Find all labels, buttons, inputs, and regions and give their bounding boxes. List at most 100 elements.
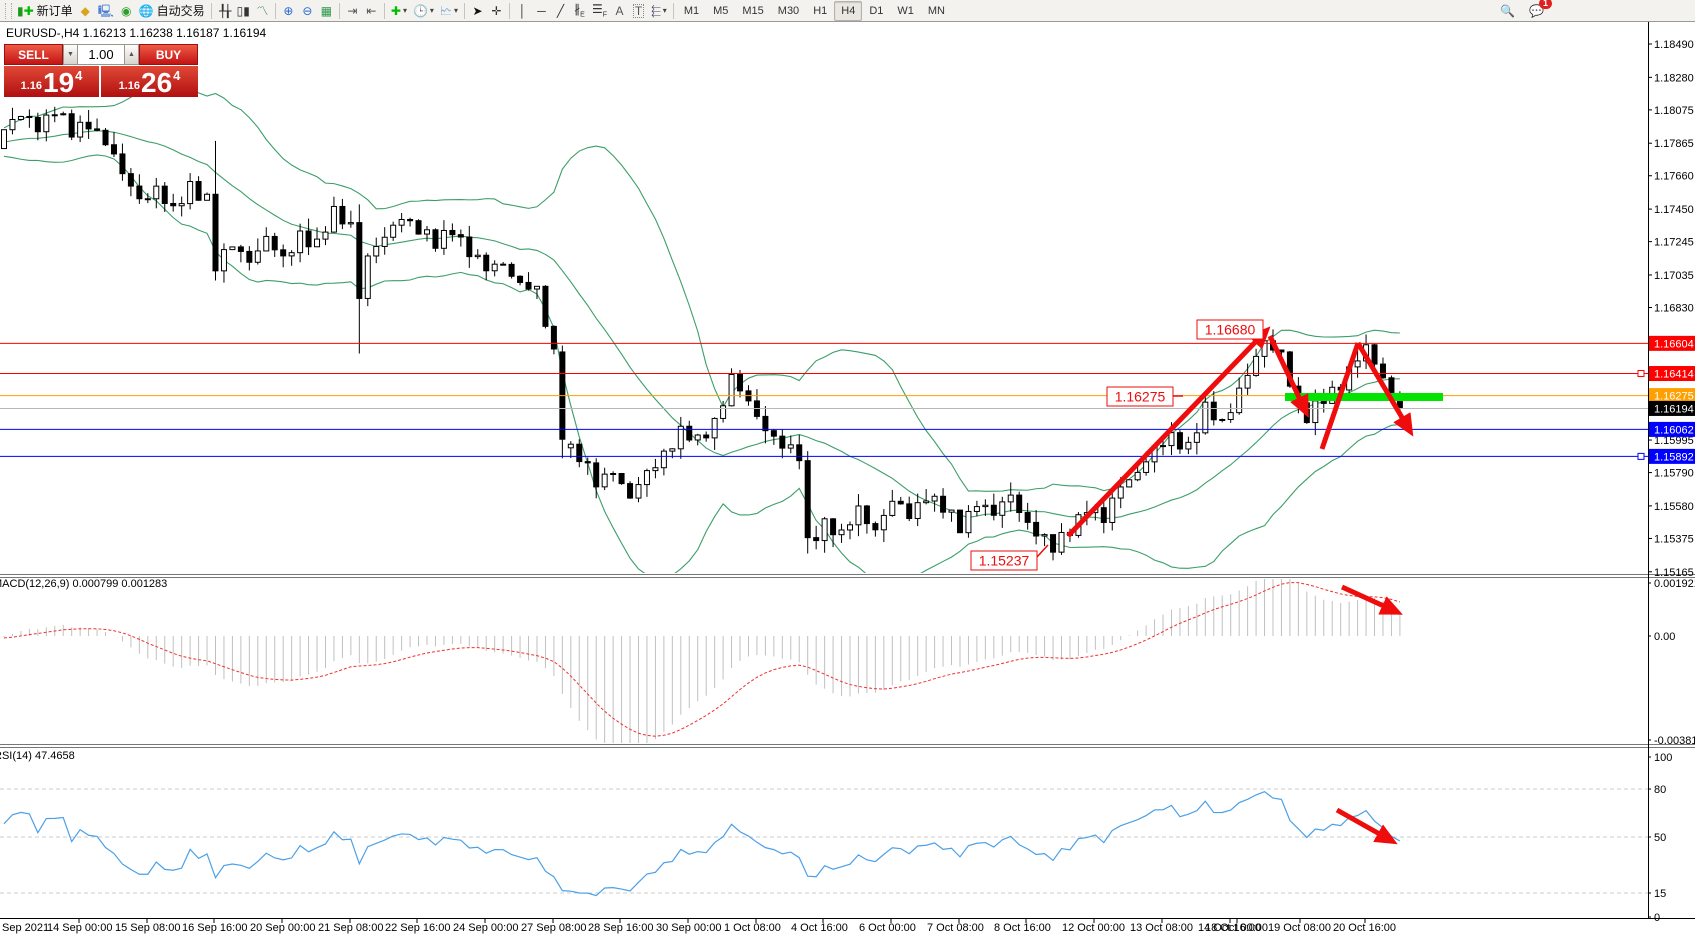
channel-button[interactable]: ∦E	[570, 1, 589, 20]
svg-text:1.18075: 1.18075	[1654, 105, 1694, 117]
timeframe-h4-button[interactable]: H4	[834, 0, 863, 21]
price-tag-1.16194	[1649, 400, 1695, 416]
svg-text:1.16062: 1.16062	[1654, 424, 1694, 436]
bid-price-panel[interactable]: 1.16 19 4	[4, 66, 99, 97]
indicators-button[interactable]: ✚ ▾	[388, 1, 410, 20]
hline-handle[interactable]	[1637, 370, 1645, 378]
autoscroll-button[interactable]: ⇥	[343, 1, 362, 20]
price-annotation-box[interactable]	[970, 550, 1038, 571]
rsi-pane	[0, 788, 1648, 897]
candlestick-chart-icon: ▯▮	[236, 3, 250, 18]
time-label: 6 Oct 00:00	[859, 922, 916, 934]
chart-shift-button[interactable]: ⇤	[362, 1, 381, 20]
time-label: 18 Oct 00:00	[1205, 922, 1268, 934]
horizontal-level-lines[interactable]	[0, 342, 1648, 460]
new-order-button[interactable]: ▮✚ 新订单	[14, 1, 76, 20]
search-icon: 🔍	[1500, 3, 1516, 18]
svg-text:1.15892: 1.15892	[1654, 451, 1694, 463]
trend-arrow[interactable]	[1335, 807, 1398, 845]
time-label: 30 Sep 00:00	[656, 922, 721, 934]
svg-text:0.00: 0.00	[1654, 631, 1675, 643]
candlestick-chart-button[interactable]: ▯▮	[234, 1, 253, 20]
horizontal-line-button[interactable]: ─	[532, 1, 551, 20]
time-label: 20 Oct 16:00	[1333, 922, 1396, 934]
trend-arrow[interactable]	[1355, 341, 1414, 437]
top-toolbar: ▮✚ 新订单 ◆ 🖳 ◉ 🌐 自动交易 ╀╁ ▯▮ 〽 ⊕ ⊖ ▦ ⇥ ⇤ ✚ ▾…	[0, 0, 1695, 22]
bid-pip-digit: 4	[75, 68, 83, 83]
toolbar-grip[interactable]	[5, 2, 12, 19]
svg-text:1.16604: 1.16604	[1654, 338, 1694, 350]
hline-handle[interactable]	[1637, 452, 1645, 460]
horizontal-line-icon: ─	[537, 3, 546, 18]
signals-icon: ◉	[120, 3, 132, 18]
buy-button[interactable]: BUY	[139, 44, 198, 65]
cursor-button[interactable]: ➤	[468, 1, 487, 20]
svg-text:1.15375: 1.15375	[1654, 533, 1694, 545]
svg-text:1.16275: 1.16275	[1115, 389, 1166, 405]
autotrading-button[interactable]: 🌐 自动交易	[136, 1, 208, 20]
timeframe-w1-button[interactable]: W1	[897, 4, 914, 17]
svg-text:80: 80	[1654, 784, 1666, 796]
text-button[interactable]: A	[610, 1, 629, 20]
signals-button[interactable]: ◉	[117, 1, 136, 20]
timeframe-d1-button[interactable]: D1	[869, 4, 884, 17]
fibonacci-button[interactable]: ☰F	[589, 1, 610, 20]
shapes-button[interactable]: ⬱ ▾	[648, 1, 670, 20]
timeframe-mn-button[interactable]: MN	[927, 4, 945, 17]
macd-pane	[3, 579, 1401, 743]
timeframe-h1-button[interactable]: H1	[813, 4, 828, 17]
trend-arrow[interactable]	[1066, 326, 1271, 538]
time-label: 13 Oct 08:00	[1130, 922, 1193, 934]
sell-button[interactable]: SELL	[4, 44, 63, 65]
price-axis[interactable]: 1.18490 1.18280 1.18075 1.17865 1.17660 1.174…	[1648, 39, 1695, 924]
tile-windows-button[interactable]: ▦	[317, 1, 336, 20]
templates-icon: 🗠	[439, 3, 452, 18]
price-tag-1.15892	[1649, 448, 1695, 464]
trend-arrow[interactable]	[1267, 334, 1309, 418]
terminal-button[interactable]: 🖳	[95, 1, 117, 20]
templates-button[interactable]: 🗠 ▾	[437, 1, 461, 20]
timeframe-m30-button[interactable]: M30	[777, 4, 800, 17]
green-support-bar[interactable]	[1285, 393, 1443, 401]
zoom-in-button[interactable]: ⊕	[279, 1, 298, 20]
bid-big-digits: 19	[43, 67, 75, 98]
svg-text:1.15237: 1.15237	[979, 553, 1030, 569]
macd-signal-line	[3, 582, 1401, 737]
trendline-button[interactable]: ╱	[551, 1, 570, 20]
line-chart-button[interactable]: 〽	[253, 1, 272, 20]
chat-badge: 1	[1539, 0, 1552, 9]
vertical-line-button[interactable]: │	[513, 1, 532, 20]
bar-chart-button[interactable]: ╀╁	[215, 1, 234, 20]
search-button[interactable]: 🔍	[1497, 1, 1518, 20]
trend-arrow[interactable]	[1319, 342, 1361, 450]
zoom-out-button[interactable]: ⊖	[298, 1, 317, 20]
time-label: 4 Oct 16:00	[791, 922, 848, 934]
timeframe-m5-button[interactable]: M5	[713, 4, 729, 17]
chat-button[interactable]: 💬 1	[1526, 0, 1552, 20]
time-label: 7 Oct 08:00	[927, 922, 984, 934]
volume-decrease-button[interactable]: ▼	[63, 44, 78, 65]
label-button[interactable]: T	[629, 1, 648, 20]
label-icon: T	[632, 3, 645, 18]
metaeditor-button[interactable]: ◆	[76, 1, 95, 20]
analyst-annotations[interactable]: 1.16680 1.16275 1.15237	[970, 319, 1443, 845]
cursor-icon: ➤	[472, 3, 483, 18]
time-label: 21 Sep 08:00	[318, 922, 383, 934]
ask-price-panel[interactable]: 1.16 26 4	[101, 66, 198, 97]
svg-text:1.15995: 1.15995	[1654, 435, 1694, 447]
price-annotation-box[interactable]	[1196, 319, 1264, 340]
svg-text:-0.003814: -0.003814	[1654, 735, 1695, 747]
timeframe-m15-button[interactable]: M15	[742, 4, 764, 17]
timeframe-m1-button[interactable]: M1	[683, 4, 700, 17]
volume-input[interactable]: 1.00	[78, 44, 124, 65]
periods-button[interactable]: 🕒 ▾	[410, 1, 437, 20]
crosshair-button[interactable]: ✛	[487, 1, 506, 20]
volume-increase-button[interactable]: ▲	[124, 44, 139, 65]
new-order-icon: ▮✚	[17, 3, 34, 18]
price-pane	[1, 81, 1403, 573]
indicators-dropdown-icon: ▾	[402, 6, 407, 15]
price-annotation-box[interactable]	[1106, 386, 1174, 407]
trend-arrow[interactable]	[1340, 584, 1403, 615]
